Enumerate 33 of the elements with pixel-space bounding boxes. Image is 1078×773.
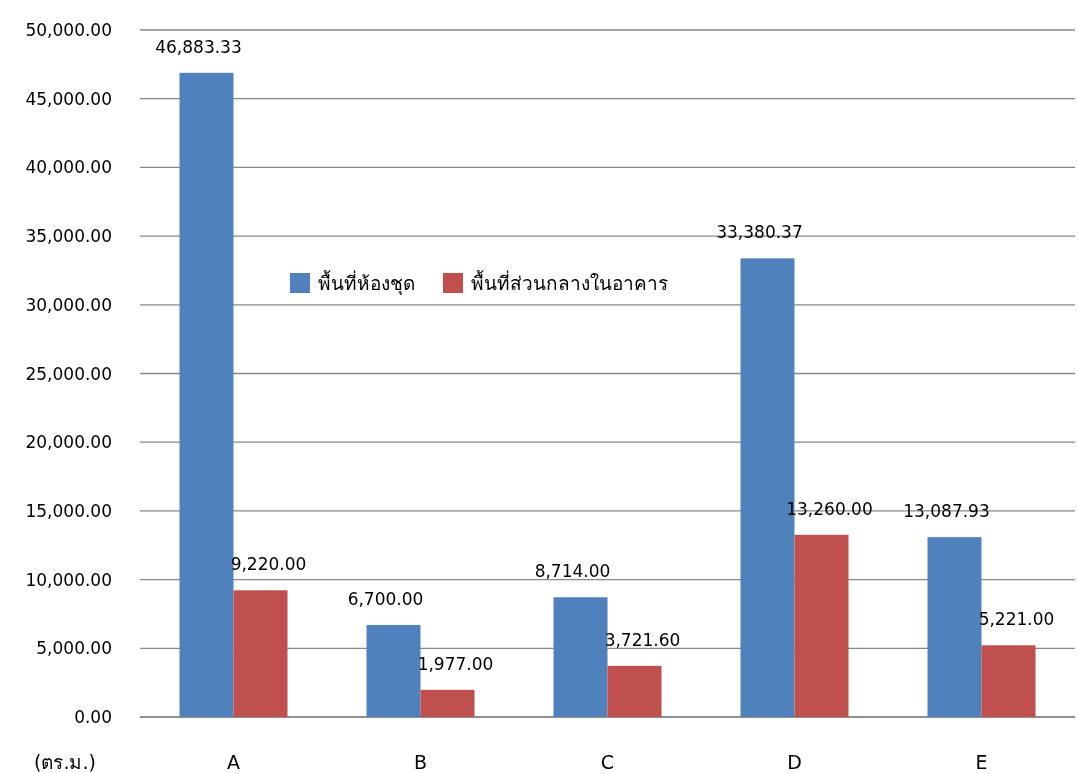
y-tick-label: 5,000.00 bbox=[36, 638, 112, 659]
data-label: 33,380.37 bbox=[716, 222, 803, 243]
bar bbox=[927, 537, 982, 717]
y-tick-label: 0.00 bbox=[74, 707, 112, 727]
legend-label: พื้นที่ส่วนกลางในอาคาร bbox=[471, 270, 668, 294]
bar bbox=[981, 645, 1036, 717]
y-tick-label: 35,000.00 bbox=[25, 226, 112, 247]
data-label: 46,883.33 bbox=[155, 36, 242, 57]
bar bbox=[179, 72, 234, 717]
y-tick-label: 30,000.00 bbox=[25, 294, 112, 315]
y-tick-label: 10,000.00 bbox=[25, 569, 112, 590]
y-axis-title: (ตร.ม.) bbox=[34, 751, 96, 773]
y-tick-label: 15,000.00 bbox=[25, 500, 112, 521]
y-tick-label: 40,000.00 bbox=[25, 157, 112, 178]
data-label: 6,700.00 bbox=[347, 588, 424, 609]
y-tick-label: 25,000.00 bbox=[25, 363, 112, 384]
bar bbox=[794, 534, 849, 717]
x-tick-label: C bbox=[600, 751, 615, 773]
bar bbox=[420, 689, 475, 717]
bar bbox=[233, 590, 288, 717]
data-label: 13,087.93 bbox=[903, 501, 990, 522]
data-label: 8,714.00 bbox=[534, 561, 611, 582]
y-tick-label: 50,000.00 bbox=[25, 20, 112, 40]
legend-label: พื้นที่ห้องชุด bbox=[318, 270, 415, 296]
bar bbox=[607, 665, 662, 717]
x-tick-label: B bbox=[413, 751, 428, 773]
x-tick-label: E bbox=[975, 751, 988, 773]
x-tick-label: A bbox=[227, 751, 240, 773]
y-tick-label: 20,000.00 bbox=[25, 432, 112, 453]
bar bbox=[553, 597, 608, 717]
y-tick-label: 45,000.00 bbox=[25, 88, 112, 109]
x-tick-label: D bbox=[787, 751, 802, 773]
bar bbox=[366, 624, 421, 717]
